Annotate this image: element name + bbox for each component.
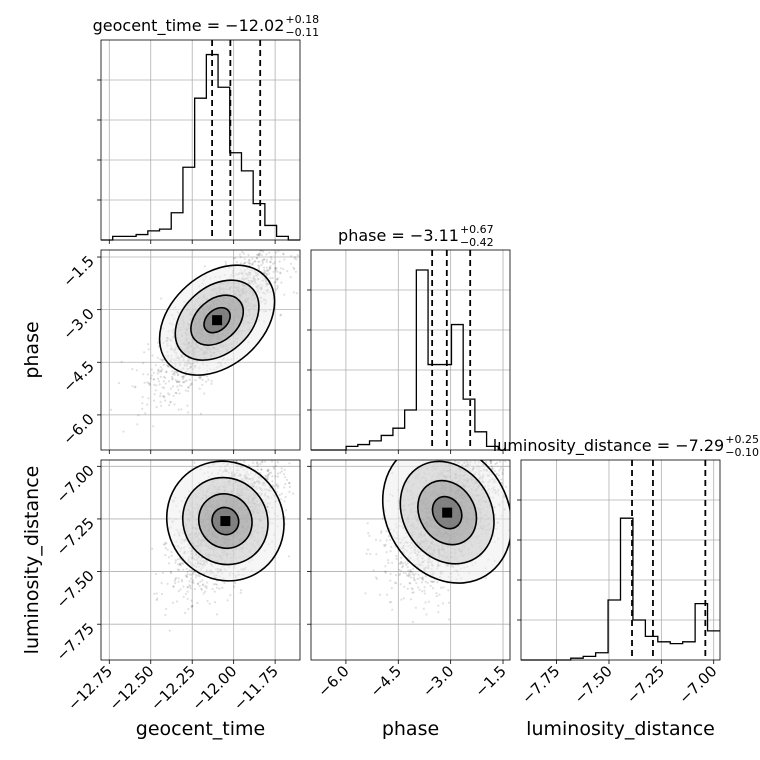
x-axis-label: geocent_time bbox=[136, 718, 265, 740]
hist-frame bbox=[520, 459, 721, 661]
panel-title: geocent_time = −12.02 bbox=[93, 16, 285, 36]
x-tick-label: −11.75 bbox=[230, 662, 282, 714]
x-axis-label: luminosity_distance bbox=[526, 718, 715, 740]
hist-panel-geocent_time: geocent_time = −12.02 +0.18−0.11 bbox=[93, 13, 319, 241]
y-axis-label: luminosity_distance bbox=[21, 466, 43, 655]
hist-frame bbox=[310, 249, 511, 451]
x-tick-label: −7.25 bbox=[623, 662, 668, 707]
y-tick-label: −6.0 bbox=[59, 410, 97, 448]
sample-points bbox=[364, 460, 510, 624]
x-axis-label: phase bbox=[382, 718, 439, 740]
x-tick-label: −3.0 bbox=[419, 662, 457, 700]
density-peak bbox=[212, 315, 223, 326]
hist-panel-luminosity_distance: luminosity_distance = −7.29 +0.25−0.10 bbox=[493, 433, 759, 661]
x-tick-label: −6.0 bbox=[314, 662, 352, 700]
y-tick-label: −3.0 bbox=[59, 305, 97, 343]
x-tick-label: −1.5 bbox=[471, 662, 509, 700]
scatter-frame bbox=[100, 249, 301, 451]
y-axis-label: phase bbox=[21, 321, 43, 378]
x-tick-label: −7.75 bbox=[518, 662, 563, 707]
x-tick-label: −12.75 bbox=[64, 662, 116, 714]
sample-points bbox=[151, 460, 295, 632]
scatter-frame bbox=[100, 459, 301, 661]
histogram-step-luminosity_distance bbox=[521, 517, 720, 661]
x-tick-label: −12.50 bbox=[106, 662, 158, 714]
title-minus: −0.10 bbox=[725, 446, 759, 459]
y-tick-label: −7.25 bbox=[53, 514, 98, 559]
y-tick-label: −1.5 bbox=[59, 252, 97, 290]
sample-points bbox=[110, 250, 300, 433]
histogram-step-geocent_time bbox=[101, 53, 300, 241]
histogram-step-phase bbox=[311, 269, 510, 451]
title-plus: +0.67 bbox=[460, 223, 494, 236]
y-tick-label: −4.5 bbox=[59, 357, 97, 395]
title-minus: −0.11 bbox=[285, 26, 319, 39]
y-tick-label: −7.75 bbox=[53, 619, 98, 664]
x-tick-label: −4.5 bbox=[367, 662, 405, 700]
x-tick-label: −7.50 bbox=[571, 662, 616, 707]
title-plus: +0.25 bbox=[725, 433, 759, 446]
x-tick-label: −12.25 bbox=[147, 662, 199, 714]
scatter-panel-geocent_time-phase bbox=[100, 249, 301, 451]
title-plus: +0.18 bbox=[285, 13, 319, 26]
x-tick-label: −12.00 bbox=[189, 662, 241, 714]
density-peak bbox=[220, 516, 231, 527]
panel-title: phase = −3.11 bbox=[338, 226, 459, 245]
panel-title: luminosity_distance = −7.29 bbox=[493, 436, 724, 456]
scatter-frame bbox=[310, 459, 511, 661]
axis-labels: geocent_time phase luminosity_distancephas… bbox=[21, 321, 715, 740]
scatter-panel-geocent_time-luminosity_distance bbox=[100, 459, 301, 661]
y-tick-label: −7.50 bbox=[53, 567, 98, 612]
density-peak bbox=[442, 507, 453, 518]
hist-panel-phase: phase = −3.11 +0.67−0.42 bbox=[307, 223, 511, 451]
title-minus: −0.42 bbox=[460, 236, 494, 249]
x-tick-label: −7.00 bbox=[675, 662, 720, 707]
hist-frame bbox=[100, 39, 301, 241]
y-tick-label: −7.00 bbox=[53, 461, 98, 506]
scatter-panel-phase-luminosity_distance bbox=[310, 459, 511, 661]
